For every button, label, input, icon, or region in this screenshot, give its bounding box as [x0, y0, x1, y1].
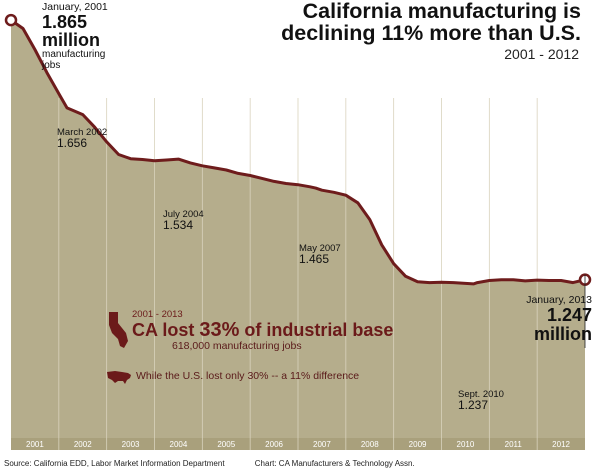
x-tick-label: 2012: [552, 440, 570, 449]
usa-map-icon: [107, 371, 131, 384]
annotation-march-2002: March 2002 1.656: [57, 127, 107, 149]
annotation-date: July 2004: [163, 209, 204, 220]
x-tick-label: 2002: [74, 440, 92, 449]
annotation-date: May 2007: [299, 243, 341, 254]
x-tick-label: 2001: [26, 440, 44, 449]
title-line-2: declining 11% more than U.S.: [281, 21, 581, 45]
x-tick-label: 2008: [361, 440, 379, 449]
chart-title: California manufacturing is declining 11…: [281, 0, 581, 44]
annotation-value: 1.656: [57, 136, 88, 150]
end-unit: million: [534, 324, 592, 344]
x-tick-label: 2003: [122, 440, 140, 449]
x-tick-label: 2009: [409, 440, 427, 449]
callout-percent: 33%: [199, 319, 240, 341]
end-annotation: January, 2013 1.247 million: [526, 294, 592, 344]
title-line-1: California manufacturing is: [302, 0, 581, 23]
start-point-marker: [4, 13, 18, 27]
x-tick-label: 2011: [505, 440, 523, 449]
annotation-may-2007: May 2007 1.465: [299, 243, 341, 265]
x-tick-label: 2004: [170, 440, 188, 449]
x-tick-label: 2006: [265, 440, 283, 449]
callout-head-pre: CA lost: [132, 320, 200, 340]
us-note: While the U.S. lost only 30% -- a 11% di…: [136, 370, 360, 382]
end-value: 1.247: [546, 305, 592, 325]
end-date: January, 2013: [526, 294, 592, 306]
source-note: Source: California EDD, Labor Market Inf…: [4, 459, 225, 468]
start-date: January, 2001: [42, 1, 108, 13]
callout-head-post: of industrial base: [239, 320, 394, 340]
callout-jobs: 618,000 manufacturing jobs: [172, 340, 302, 352]
chart-credit: Chart: CA Manufacturers & Technology Ass…: [254, 459, 415, 468]
annotation-sept-2010: Sept. 2010 1.237: [458, 389, 504, 411]
chart-subtitle: 2001 - 2012: [504, 46, 579, 62]
series-line: [10, 18, 586, 286]
annotation-value: 1.465: [299, 252, 330, 266]
footer: Source: California EDD, Labor Market Inf…: [4, 459, 443, 468]
annotation-date: Sept. 2010: [458, 389, 504, 400]
start-value: 1.865: [42, 12, 88, 32]
x-tick-label: 2010: [457, 440, 475, 449]
start-unit: million: [42, 30, 100, 50]
annotation-july-2004: July 2004 1.534: [163, 209, 204, 231]
start-description: manufacturing jobs: [42, 49, 106, 71]
annotation-value: 1.237: [458, 398, 489, 412]
annotation-value: 1.534: [163, 218, 194, 232]
california-map-icon: [109, 312, 128, 348]
annotation-date: March 2002: [57, 127, 108, 138]
callout-range: 2001 - 2013: [132, 309, 183, 320]
x-tick-label: 2007: [313, 440, 331, 449]
callout-headline: CA lost 33% of industrial base: [132, 320, 393, 340]
x-tick-label: 2005: [217, 440, 235, 449]
start-annotation: January, 2001 1.865 million manufacturin…: [42, 1, 112, 71]
